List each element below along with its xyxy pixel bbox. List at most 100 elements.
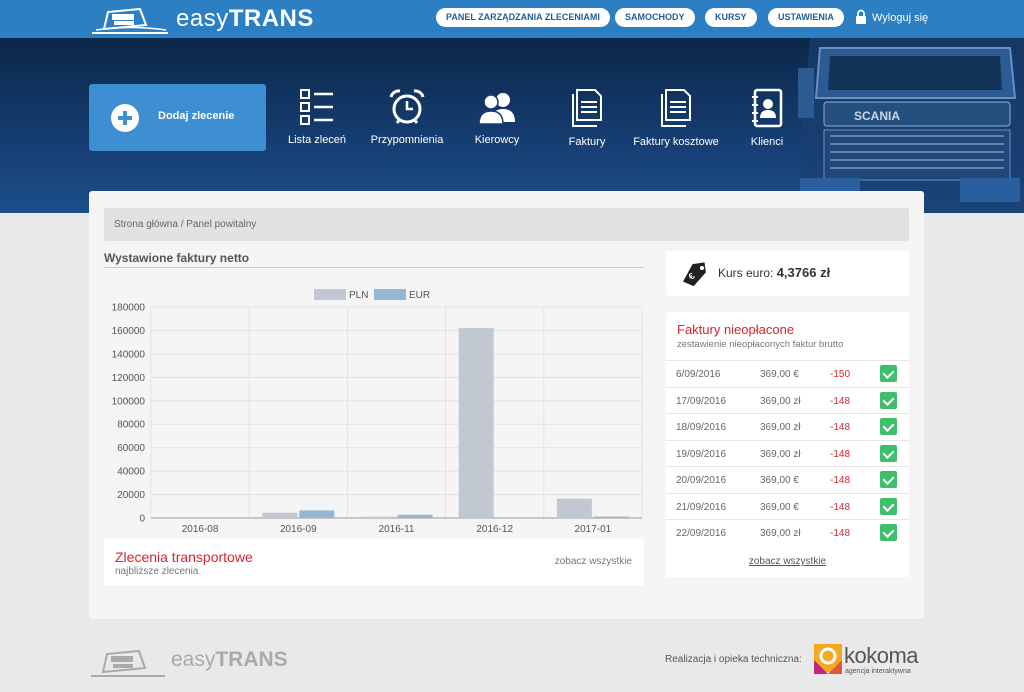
- invoice-amount: 369,00 €: [760, 369, 799, 380]
- alarm-clock-icon: [389, 89, 425, 124]
- add-order-button[interactable]: Dodaj zlecenie: [89, 84, 266, 151]
- app-title: easyTRANS: [176, 5, 314, 32]
- nav-settings[interactable]: USTAWIENIA: [768, 8, 844, 27]
- lock-icon: [856, 9, 866, 24]
- list-icon: [300, 89, 333, 125]
- invoice-days-overdue: -150: [830, 369, 851, 380]
- bar: [593, 516, 629, 518]
- invoice-date: 17/09/2016: [676, 395, 727, 407]
- invoice-days-overdue: -148: [830, 422, 851, 433]
- logout-label: Wyloguj się: [872, 12, 929, 24]
- x-tick-label: 2016-08: [182, 524, 219, 533]
- app-logo[interactable]: easyTRANS: [90, 3, 320, 35]
- y-tick-label: 0: [139, 514, 145, 525]
- invoices-bar-chart: 180000 160000 140000 120000 100000 80000 60000…: [112, 289, 643, 533]
- euro-rate-box: € Kurs euro: 4,3766 zł: [666, 251, 909, 296]
- invoices-chart-title: Wystawione faktury netto: [104, 251, 644, 268]
- footer: easyTRANS Realizacja i opieka techniczna…: [0, 628, 1024, 692]
- top-bar: easyTRANS PANEL ZARZĄDZANIA ZLECENIAMI S…: [0, 0, 1024, 38]
- nav-reminders-label: Przypomnienia: [370, 134, 444, 146]
- nav-cars[interactable]: SAMOCHODY: [615, 8, 695, 27]
- see-all-invoices-link[interactable]: zobacz wszystkie: [748, 556, 827, 567]
- legend-swatch: [374, 289, 406, 300]
- bar: [397, 514, 433, 518]
- partner-logo[interactable]: kokoma agencja interaktywna: [812, 642, 932, 678]
- bar: [556, 498, 592, 518]
- x-tick-label: 2016-11: [379, 524, 415, 533]
- nav-drivers[interactable]: Kierowcy: [452, 88, 542, 147]
- x-tick-label: 2016-12: [476, 524, 513, 533]
- invoice-date: 18/09/2016: [676, 422, 727, 433]
- invoice-days-overdue: -148: [830, 395, 851, 407]
- nav-rates[interactable]: KURSY: [705, 8, 757, 27]
- invoice-date: 22/09/2016: [676, 528, 727, 539]
- invoice-amount: 369,00 €: [760, 475, 799, 486]
- invoice-amount: 369,00 zł: [760, 448, 801, 460]
- invoice-days-overdue: -148: [830, 448, 851, 460]
- table-row: 20/09/2016 369,00 € -148: [666, 466, 909, 493]
- plus-icon: [111, 104, 139, 132]
- y-tick-label: 160000: [112, 326, 146, 337]
- y-tick-label: 100000: [112, 396, 146, 407]
- svg-text:SCANIA: SCANIA: [854, 109, 900, 123]
- transport-orders-subtitle: najbliższe zlecenia: [115, 566, 199, 577]
- invoice-amount: 369,00 zł: [760, 395, 801, 407]
- legend-label: PLN: [349, 290, 368, 301]
- nav-order-list-label: Lista zleceń: [287, 134, 347, 146]
- mark-paid-check-icon[interactable]: [880, 497, 897, 515]
- mark-paid-check-icon[interactable]: [880, 418, 897, 435]
- invoice-days-overdue: -148: [830, 501, 851, 513]
- transport-orders-box: Zlecenia transportowe najbliższe zleceni…: [104, 539, 644, 586]
- y-tick-label: 40000: [117, 467, 145, 478]
- nav-invoices[interactable]: Faktury: [542, 88, 632, 149]
- invoice-amount: 369,00 zł: [760, 422, 801, 433]
- nav-drivers-label: Kierowcy: [474, 134, 520, 146]
- y-tick-label: 60000: [117, 443, 145, 454]
- bar: [360, 516, 396, 518]
- y-tick-label: 80000: [117, 420, 145, 431]
- truck-logo-icon: [92, 7, 168, 34]
- nav-invoices-label: Faktury: [568, 136, 606, 148]
- invoice-amount: 369,00 zł: [760, 528, 801, 539]
- hero-banner: SCANIA Dodaj zlecenie Lista zleceń Przyp…: [0, 38, 1024, 213]
- breadcrumb: Strona główna / Panel powitalny: [104, 208, 909, 241]
- price-tag-icon: €: [682, 262, 706, 287]
- truck-logo-icon: [91, 649, 165, 677]
- mark-paid-check-icon[interactable]: [880, 444, 897, 462]
- bar: [262, 512, 298, 518]
- footer-credit: Realizacja i opieka techniczna:: [665, 654, 802, 665]
- x-tick-label: 2016-09: [280, 524, 317, 533]
- nav-clients[interactable]: Klienci: [722, 88, 812, 149]
- nav-reminders[interactable]: Przypomnienia: [362, 88, 452, 147]
- nav-order-list[interactable]: Lista zleceń: [272, 88, 362, 147]
- see-all-orders-link[interactable]: zobacz wszystkie: [554, 556, 632, 567]
- euro-rate-value: 4,3766 zł: [776, 265, 831, 280]
- invoice-date: 19/09/2016: [676, 448, 727, 460]
- unpaid-invoices-table: 6/09/2016 369,00 € -150 17/09/2016 369,00 z…: [666, 360, 909, 546]
- bar: [458, 328, 494, 518]
- bar: [299, 510, 335, 518]
- svg-text:€: €: [686, 271, 696, 282]
- nav-cost-invoices[interactable]: Faktury kosztowe: [631, 88, 721, 149]
- mark-paid-check-icon[interactable]: [880, 471, 897, 488]
- table-row: 6/09/2016 369,00 € -150: [666, 360, 909, 387]
- add-order-label: Dodaj zlecenie: [158, 110, 235, 122]
- truck-photo-image: SCANIA: [798, 38, 1024, 213]
- mark-paid-check-icon[interactable]: [880, 524, 897, 541]
- table-row: 18/09/2016 369,00 zł -148: [666, 413, 909, 440]
- contact-book-icon: [752, 88, 783, 128]
- table-row: 21/09/2016 369,00 € -148: [666, 492, 909, 520]
- y-tick-label: 180000: [112, 303, 146, 314]
- table-row: 22/09/2016 369,00 zł -148: [666, 519, 909, 546]
- mark-paid-check-icon[interactable]: [880, 391, 897, 409]
- unpaid-invoices-subtitle: zestawienie nieopłaconych faktur brutto: [677, 339, 844, 350]
- transport-orders-title: Zlecenia transportowe: [115, 549, 253, 565]
- nav-clients-label: Klienci: [750, 136, 784, 148]
- mark-paid-check-icon[interactable]: [880, 365, 897, 382]
- logout-link[interactable]: Wyloguj się: [855, 9, 928, 26]
- documents-icon: [661, 89, 691, 127]
- users-icon: [478, 93, 515, 125]
- unpaid-invoices-box: Faktury nieopłacone zestawienie nieopłac…: [666, 312, 909, 577]
- nav-orders-panel[interactable]: PANEL ZARZĄDZANIA ZLECENIAMI: [436, 8, 610, 27]
- y-tick-label: 140000: [112, 349, 146, 360]
